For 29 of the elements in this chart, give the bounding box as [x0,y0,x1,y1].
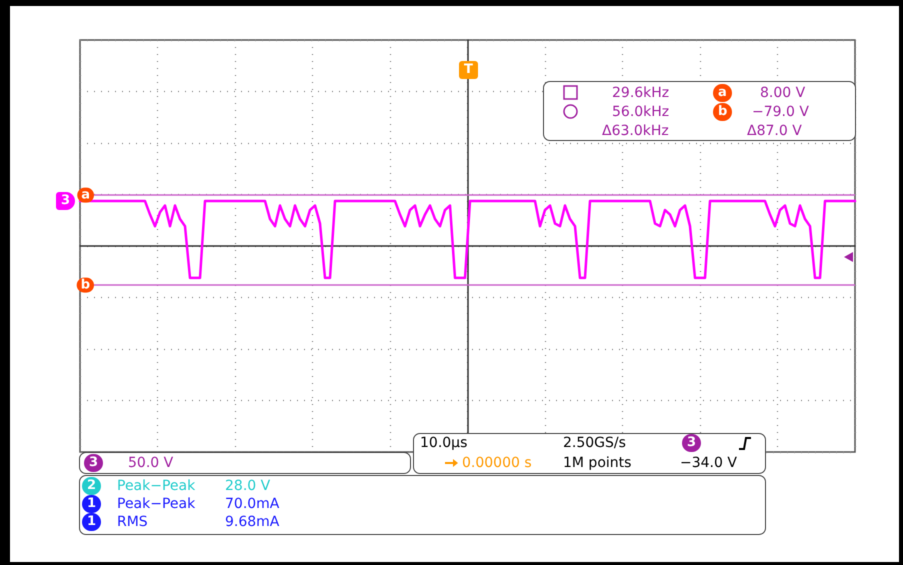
text: 10.0µs [420,434,468,452]
text: RMS [117,513,148,531]
text: Δ87.0 V [747,122,802,140]
text: 8.00 V [760,84,806,102]
text: 3 [682,434,702,452]
text: T [459,61,478,79]
text: 28.0 V [225,477,270,495]
text: 3 [84,454,104,472]
text: 1 [82,513,102,531]
ref-line-label: a [81,188,90,203]
text: 56.0kHz [612,103,670,121]
text: 1M points [563,454,632,472]
text: 1 [82,495,102,513]
series-label: 3 [56,192,76,210]
text: 29.6kHz [612,84,670,102]
text: 9.68mA [225,513,280,531]
text: Peak−Peak [117,495,196,513]
text: a [713,84,732,102]
text: 2.50GS/s [563,434,626,452]
text: 50.0 V [128,454,174,472]
ref-line-label: b [80,278,90,293]
text: −34.0 V [680,454,737,472]
text: 70.0mA [225,495,280,513]
text: 2 [82,477,102,495]
text: Peak−Peak [117,477,196,495]
text: 0.00000 s [462,454,532,472]
text: −79.0 V [752,103,809,121]
text: b [713,103,732,121]
text: Δ63.0kHz [602,122,669,140]
